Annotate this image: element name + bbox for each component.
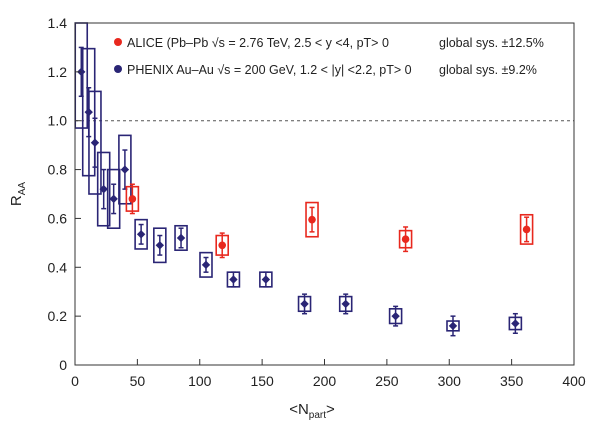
x-tick-label: 300 <box>438 373 462 389</box>
y-tick-label: 0.6 <box>48 210 68 226</box>
data-point <box>120 165 130 174</box>
data-point <box>308 215 316 224</box>
legend-label-phenix: PHENIX Au–Au √s = 200 GeV, 1.2 < |y| <2.… <box>127 63 412 77</box>
data-point <box>109 194 118 204</box>
x-tick-label: 350 <box>500 373 524 389</box>
x-tick-label: 150 <box>250 373 274 389</box>
legend-label-alice: ALICE (Pb–Pb √s = 2.76 TeV, 2.5 < y <4, … <box>127 36 389 50</box>
systematic-box <box>305 201 319 238</box>
legend-marker-alice <box>114 38 122 46</box>
systematic-box <box>134 218 148 250</box>
data-point <box>218 241 227 250</box>
x-tick-label: 100 <box>188 373 212 389</box>
legend: ALICE (Pb–Pb √s = 2.76 TeV, 2.5 < y <4, … <box>114 36 544 77</box>
data-point <box>341 299 350 309</box>
systematic-box <box>519 213 534 245</box>
data-point <box>99 184 108 194</box>
series-alice <box>125 183 534 259</box>
data-point <box>176 233 186 243</box>
y-axis-label: RAA <box>8 182 28 207</box>
data-point <box>261 275 271 284</box>
systematic-box <box>96 151 111 227</box>
systematic-box <box>153 227 167 264</box>
x-tick-label: 0 <box>71 373 79 389</box>
data-point <box>511 319 520 328</box>
data-layer <box>74 22 534 337</box>
data-point <box>401 235 410 243</box>
data-point <box>300 299 309 309</box>
x-axis-label: <Npart> <box>289 401 335 421</box>
data-point <box>128 195 137 203</box>
data-point <box>391 311 400 321</box>
y-tick-label: 1.2 <box>48 64 68 80</box>
legend-marker-phenix <box>114 65 122 73</box>
data-point <box>155 241 165 250</box>
y-tick-label: 1.4 <box>48 15 68 31</box>
systematic-box <box>88 90 102 195</box>
y-tick-label: 1.0 <box>48 113 68 129</box>
series-phenix <box>74 22 523 337</box>
systematic-box <box>174 224 188 251</box>
data-point <box>136 230 146 239</box>
data-point <box>448 321 458 331</box>
x-tick-label: 50 <box>130 373 146 389</box>
x-tick-label: 200 <box>313 373 337 389</box>
x-axis: 0 50 100 150 200 250 300 350 400 <box>71 359 586 389</box>
x-tick-label: 400 <box>562 373 586 389</box>
y-tick-label: 0 <box>59 357 67 373</box>
data-point <box>522 225 531 234</box>
y-tick-label: 0.8 <box>48 162 68 178</box>
y-tick-label: 0.2 <box>48 308 68 324</box>
y-axis: 0 0.2 0.4 0.6 0.8 1.0 1.2 1.4 <box>48 15 81 373</box>
x-tick-label: 250 <box>375 373 399 389</box>
legend-sys-phenix: global sys. ±9.2% <box>439 63 537 77</box>
data-point <box>201 260 211 270</box>
data-point <box>229 275 238 284</box>
systematic-box <box>199 251 213 278</box>
systematic-box <box>118 134 132 205</box>
y-tick-label: 0.4 <box>48 259 68 275</box>
data-point <box>90 138 100 147</box>
legend-sys-alice: global sys. ±12.5% <box>439 36 544 50</box>
